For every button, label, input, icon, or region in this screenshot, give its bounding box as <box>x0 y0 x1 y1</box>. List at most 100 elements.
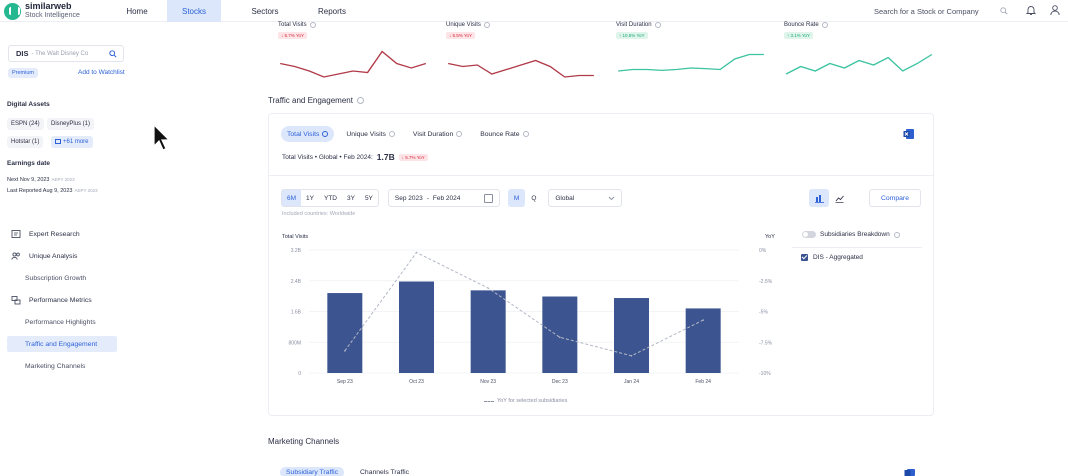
info-icon[interactable] <box>388 131 395 137</box>
subsidiary-checkbox[interactable] <box>801 254 808 261</box>
bar-feb-24[interactable] <box>685 308 721 373</box>
yoy-point <box>559 336 561 339</box>
tab-channels-traffic[interactable]: Channels Traffic <box>360 469 410 476</box>
yoy-point <box>487 287 489 289</box>
nav-tab-stocks[interactable]: Stocks <box>167 0 221 22</box>
bar-dec-23[interactable] <box>542 296 578 373</box>
user-icon[interactable] <box>1049 4 1061 16</box>
period-6m[interactable]: 6M <box>282 190 302 206</box>
similarweb-logo-icon <box>4 2 21 20</box>
excel-icon[interactable] <box>904 468 916 476</box>
menu-subscription-growth[interactable]: Subscription Growth <box>25 274 87 282</box>
asset-chip-espn[interactable]: ESPN (24) <box>7 118 44 130</box>
brand-subtitle: Stock Intelligence <box>25 12 80 19</box>
metric-title: Total Visits <box>278 22 307 28</box>
summary-yoy-value: 5.7% YoY <box>405 154 425 160</box>
menu-traffic-and-engagement[interactable]: Traffic and Engagement <box>7 336 117 352</box>
asset-chip-disneyplus[interactable]: DisneyPlus (1) <box>47 118 95 130</box>
bar-oct-23[interactable] <box>399 281 434 373</box>
sparkline-chart <box>279 50 427 78</box>
total-visits-bar-chart: Total Visits YoY 0 0% 800M -2.5% 1.6B -5% 2.4B… <box>282 234 775 385</box>
tab-visit-duration[interactable]: Visit Duration <box>407 126 468 142</box>
date-from: Sep 2023 <box>394 194 423 202</box>
period-ytd[interactable]: YTD <box>323 194 337 202</box>
nav-tab-sectors[interactable]: Sectors <box>251 6 279 16</box>
digital-assets-title: Digital Assets <box>7 101 50 108</box>
menu-performance-metrics[interactable]: Performance Metrics <box>7 292 117 308</box>
chart-legend: YoY for selected subsidiaries <box>484 398 567 404</box>
stock-search-input[interactable]: Search for a Stock or Company <box>866 3 1014 19</box>
menu-expert-research[interactable]: Expert Research <box>7 226 117 242</box>
bar-chart-icon <box>814 194 824 203</box>
subsidiaries-breakdown-toggle-row: Subsidiaries Breakdown <box>802 231 922 238</box>
subsidiaries-breakdown-toggle[interactable] <box>802 231 816 238</box>
asset-chip-hotstar[interactable]: Hotstar (1) <box>7 136 44 148</box>
last-earnings-text: Last Reported Aug 9, 2023 <box>7 188 73 194</box>
date-range-picker[interactable]: Sep 2023 - Feb 2024 <box>387 189 500 207</box>
search-placeholder: Search for a Stock or Company <box>874 6 979 16</box>
summary-label: Total Visits • Global • Feb 2024: <box>282 153 373 161</box>
metric-card-total-visits[interactable]: Total Visits ↓ 5.7% YoY <box>278 22 428 84</box>
info-icon[interactable] <box>522 131 529 137</box>
excel-icon[interactable] <box>903 128 915 140</box>
tab-total-visits[interactable]: Total Visits <box>281 126 335 142</box>
assets-more-icon <box>55 139 61 144</box>
line-chart-button[interactable] <box>829 189 849 207</box>
geo-select[interactable]: Global <box>548 189 623 207</box>
period-5y[interactable]: 5Y <box>364 194 373 202</box>
info-icon[interactable] <box>821 22 828 28</box>
subsidiaries-breakdown-label: Subsidiaries Breakdown <box>820 231 890 238</box>
info-icon[interactable] <box>322 131 329 137</box>
bar-jan-24[interactable] <box>614 298 649 373</box>
info-icon[interactable] <box>654 22 661 28</box>
x-tick-label: Feb 24 <box>695 379 711 385</box>
menu-unique-analysis[interactable]: Unique Analysis <box>7 248 117 264</box>
info-icon[interactable] <box>356 97 364 104</box>
brand-logo[interactable]: similarweb Stock Intelligence <box>4 2 80 20</box>
metric-yoy-value: 10.5% YoY <box>622 33 645 38</box>
granularity-quarterly[interactable]: Q <box>531 194 537 202</box>
add-to-watchlist-link[interactable]: Add to Watchlist <box>78 69 125 76</box>
y-tick-label: 0 <box>298 371 301 377</box>
granularity-monthly[interactable]: M <box>507 189 526 207</box>
search-icon <box>1000 7 1008 15</box>
bar-chart-button[interactable] <box>809 189 829 207</box>
metric-card-visit-duration[interactable]: Visit Duration ↑ 10.5% YoY <box>616 22 766 84</box>
period-1y[interactable]: 1Y <box>306 194 314 202</box>
sparkline-path <box>618 53 764 72</box>
metric-card-unique-visits[interactable]: Unique Visits ↓ 5.5% YoY <box>446 22 596 84</box>
tab-subsidiary-traffic[interactable]: Subsidiary Traffic <box>280 467 345 476</box>
info-icon[interactable] <box>893 231 900 238</box>
menu-marketing-channels[interactable]: Marketing Channels <box>25 362 86 370</box>
divider <box>792 247 922 248</box>
assets-more-button[interactable]: +61 more <box>51 136 93 148</box>
metric-card-bounce-rate[interactable]: Bounce Rate ↑ 3.1% YoY <box>784 22 934 84</box>
menu-performance-metrics-label: Performance Metrics <box>29 296 92 304</box>
nav-tab-reports[interactable]: Reports <box>317 6 346 16</box>
bar-nov-23[interactable] <box>470 290 506 373</box>
info-icon[interactable] <box>483 22 490 28</box>
bell-icon[interactable] <box>1025 4 1037 16</box>
tab-bounce-rate[interactable]: Bounce Rate <box>474 126 534 142</box>
menu-performance-highlights[interactable]: Performance Highlights <box>25 318 96 326</box>
chevron-down-icon <box>609 196 615 200</box>
info-icon[interactable] <box>309 22 316 28</box>
nav-tab-home[interactable]: Home <box>126 6 148 16</box>
metric-yoy-value: 5.7% YoY <box>284 33 305 38</box>
chart-type-toggle <box>809 189 849 207</box>
next-earnings: Next Nov 9, 2023 AEPY 2023 <box>7 177 75 183</box>
tab-unique-visits[interactable]: Unique Visits <box>340 126 401 142</box>
chart-axis-labels: 0 0% 800M -2.5% 1.6B -5% 2.4B -7.5% 3.2B -10% Sep … <box>288 248 772 385</box>
sparkline-path <box>785 53 933 75</box>
bar-sep-23[interactable] <box>327 293 363 373</box>
search-icon[interactable] <box>109 50 117 58</box>
users-icon <box>11 252 20 260</box>
compare-button[interactable]: Compare <box>869 189 921 207</box>
info-icon[interactable] <box>456 131 463 137</box>
ticker-selector[interactable]: DIS - The Walt Disney Co <box>8 45 124 62</box>
premium-badge: Premium <box>8 68 39 78</box>
line-chart-icon <box>835 195 844 203</box>
summary-value: 1.7B <box>376 152 395 162</box>
subsidiary-item[interactable]: DIS - Aggregated <box>801 254 922 261</box>
period-3y[interactable]: 3Y <box>346 194 355 202</box>
